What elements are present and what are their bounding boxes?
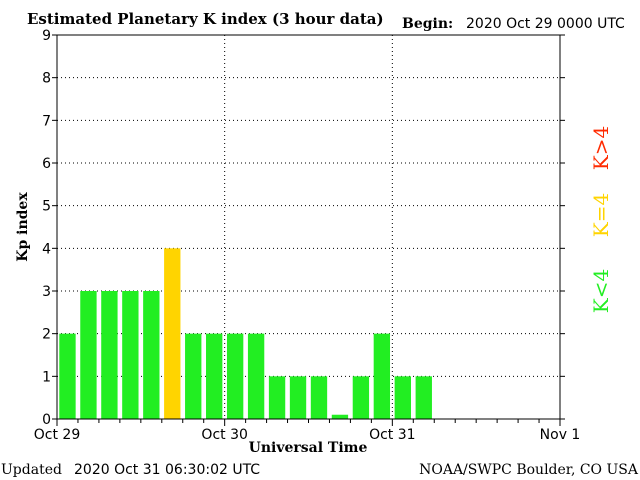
y-tick-label: 9 [42,28,51,44]
x-tick-label: Oct 31 [369,427,415,443]
y-tick-label: 6 [42,156,51,172]
kp-bar [268,376,286,419]
x-tick-label: Oct 29 [34,427,80,443]
y-tick-label: 1 [42,369,51,385]
kp-bar [247,333,265,419]
chart-title: Estimated Planetary K index (3 hour data… [27,10,384,28]
kp-bar [143,291,160,419]
y-tick-label: 4 [42,241,51,257]
kp-bar [59,333,76,419]
updated-value: 2020 Oct 31 06:30:02 UTC [74,462,260,478]
kp-bar [415,376,432,419]
y-tick-label: 7 [42,113,51,129]
y-axis-ticks: 0 1 2 3 4 5 6 7 8 9 [42,28,565,428]
y-tick-label: 8 [42,71,51,87]
x-tick-label: Oct 30 [201,427,247,443]
updated-label: Updated [1,462,62,478]
x-tick-label: Nov 1 [540,427,581,443]
kp-bar [310,376,328,419]
kp-bar [101,291,118,419]
kp-bar [289,376,307,419]
kp-bar [185,333,202,419]
kp-bar [80,291,97,419]
y-tick-label: 5 [42,199,51,215]
kp-bar [352,376,370,419]
kp-bar [394,376,411,419]
y-tick-label: 3 [42,284,51,300]
kp-bar [122,291,139,419]
legend-above: K>4 [589,126,613,170]
kp-bar [206,333,223,419]
y-tick-label: 0 [42,412,51,428]
begin-value: 2020 Oct 29 0000 UTC [466,16,625,32]
kp-bar [331,414,349,419]
y-axis-label: Kp index [15,192,31,262]
legend-below: K<4 [589,269,613,313]
source-credit: NOAA/SWPC Boulder, CO USA [419,462,639,478]
kp-bar [373,333,391,419]
kp-bar [164,248,181,419]
kp-bar [226,333,244,419]
begin-label: Begin: [402,16,453,32]
bars [59,248,432,419]
grid-lines [57,35,560,419]
y-tick-label: 2 [42,327,51,343]
x-axis-ticks: Oct 29 Oct 30 Oct 31 Nov 1 [34,419,581,443]
legend-equal: K=4 [589,193,613,237]
x-axis-label: Universal Time [249,440,368,456]
